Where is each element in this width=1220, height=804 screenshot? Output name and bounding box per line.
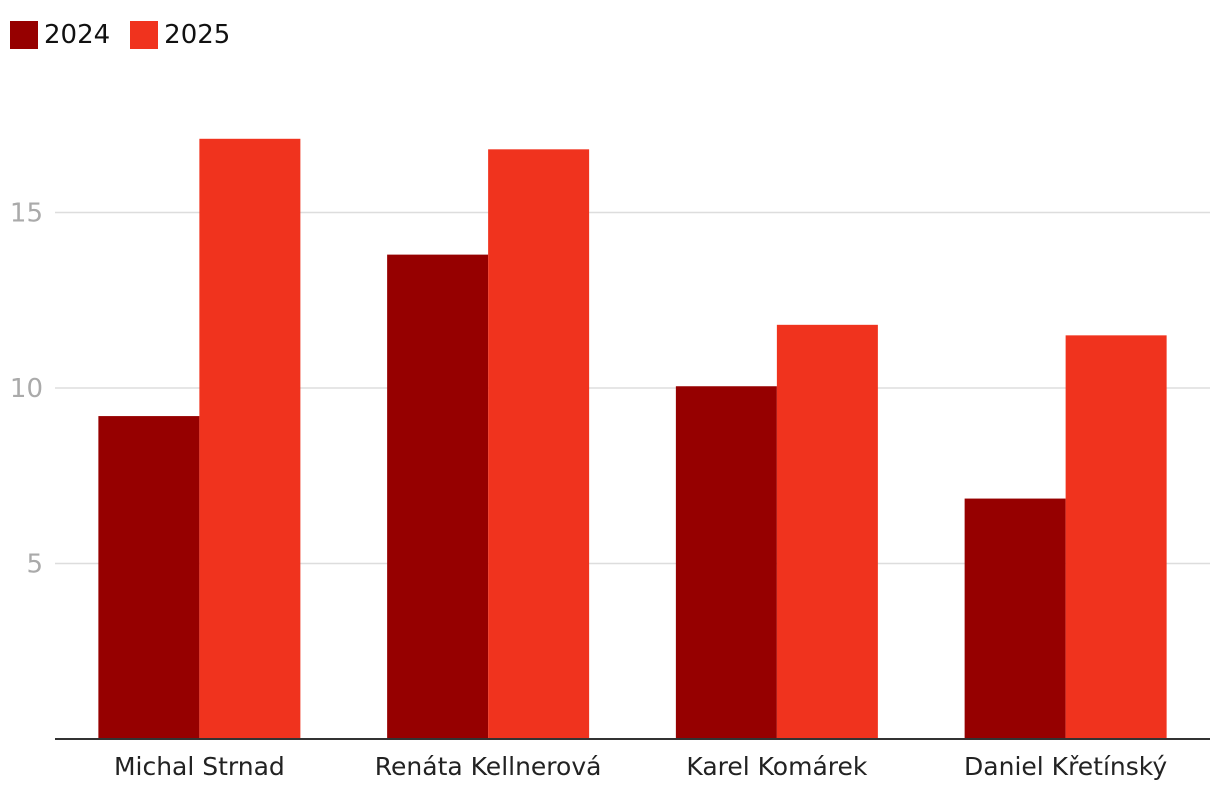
legend-label-2024: 2024 (44, 20, 111, 50)
legend-label-2025: 2025 (164, 20, 231, 50)
bar-2025-0 (199, 138, 301, 740)
x-tick-label-2: Karel Komárek (686, 752, 868, 781)
bar-2024-3 (964, 498, 1066, 739)
bar-2024-2 (675, 386, 777, 739)
legend: 2024 2025 (10, 20, 230, 50)
y-tick-label-5: 5 (26, 550, 43, 580)
bar-2025-1 (488, 149, 590, 739)
bar-2024-1 (387, 254, 489, 739)
x-tick-label-0: Michal Strnad (114, 752, 285, 781)
y-tick-label-15: 15 (10, 199, 43, 229)
bar-2025-3 (1065, 335, 1167, 739)
x-tick-label-3: Daniel Křetínský (964, 752, 1167, 781)
y-tick-label-10: 10 (10, 374, 43, 404)
bar-2025-2 (776, 324, 878, 739)
x-tick-label-1: Renáta Kellnerová (375, 752, 602, 781)
legend-swatch-2025 (130, 21, 159, 49)
legend-item-2024: 2024 (10, 20, 110, 50)
legend-item-2025: 2025 (130, 20, 230, 50)
bar-2024-0 (98, 416, 200, 739)
legend-swatch-2024 (10, 21, 38, 49)
